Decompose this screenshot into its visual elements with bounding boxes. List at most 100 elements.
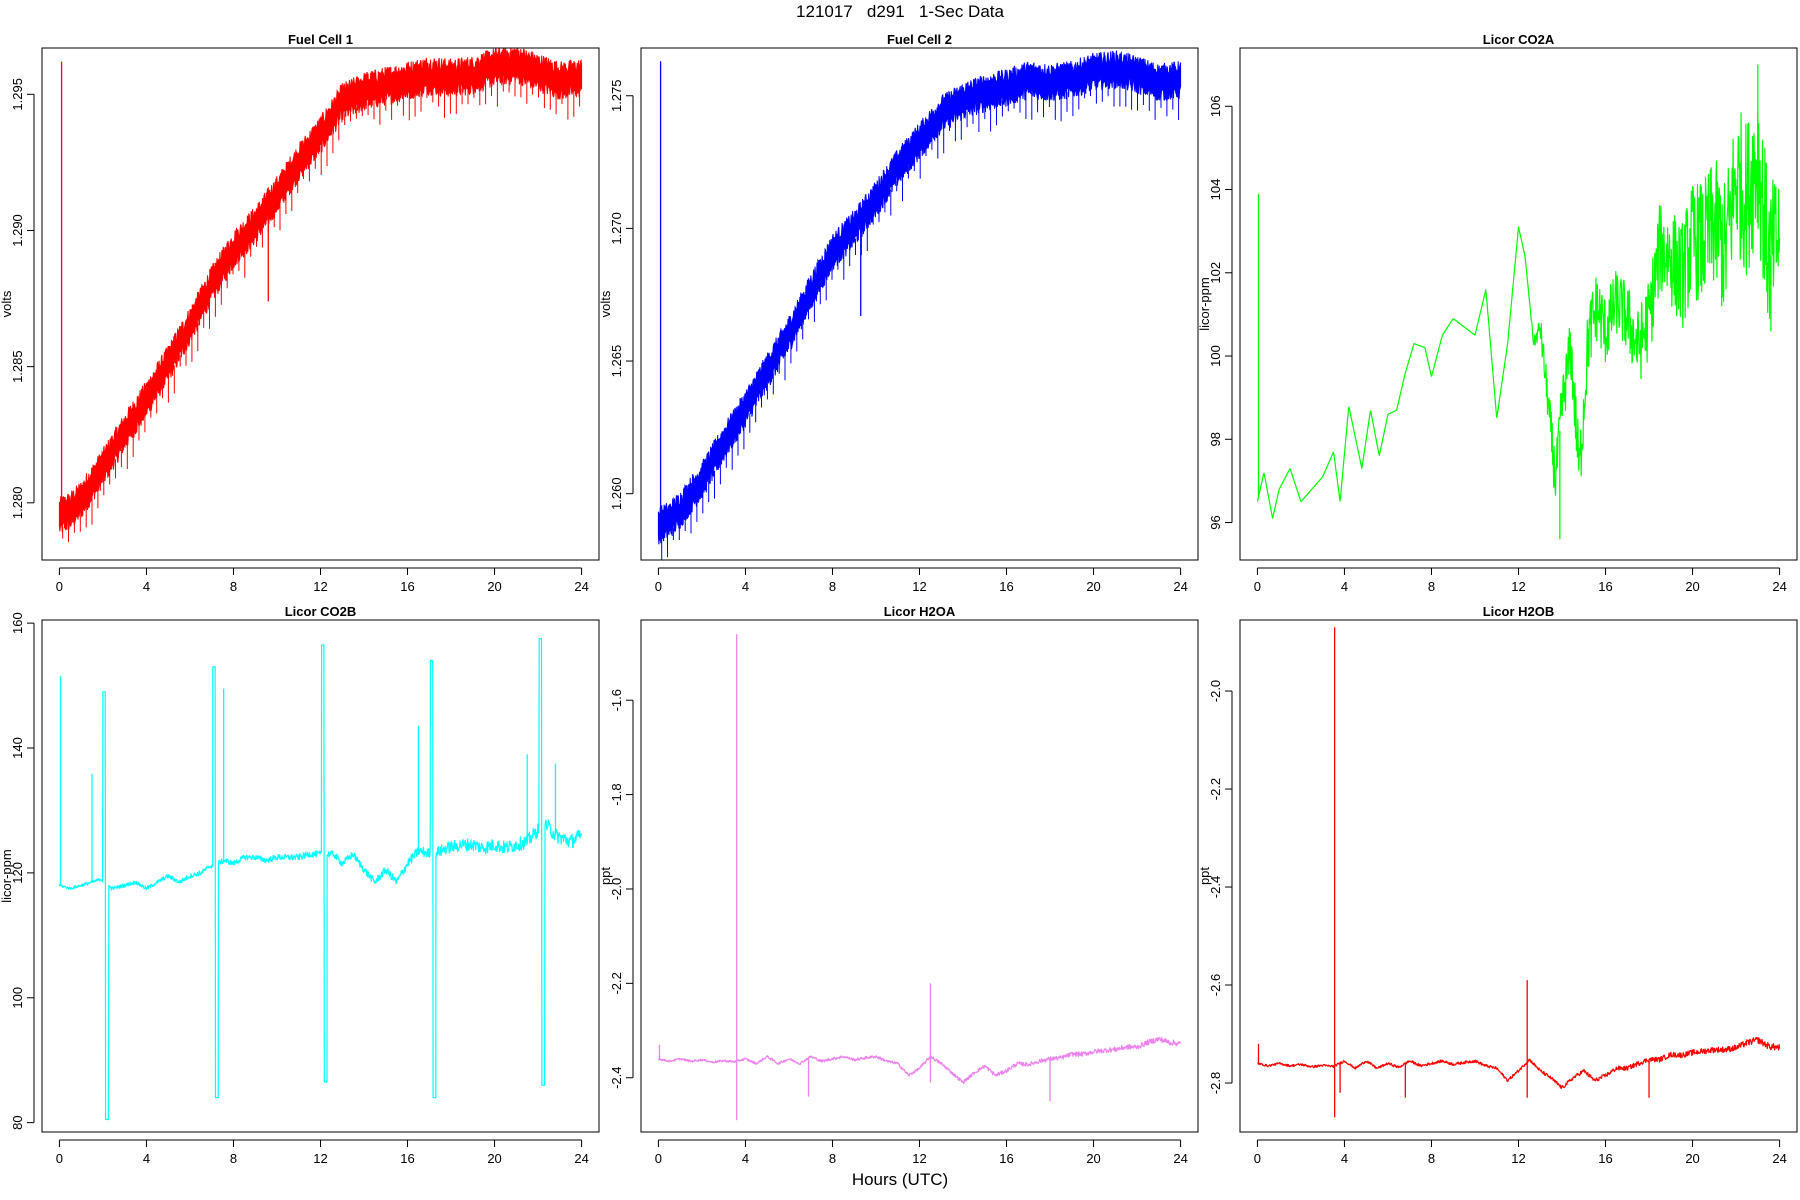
y-tick-label: -2.8 — [1208, 1072, 1223, 1094]
plot-frame — [41, 619, 600, 1133]
x-tick-label: 0 — [56, 1151, 63, 1166]
x-axis: 0 4 8 12 16 20 24 — [655, 1139, 1188, 1166]
y-axis-label: licor-ppm — [0, 849, 14, 902]
x-tick-label: 4 — [1341, 579, 1348, 594]
panel-title: Fuel Cell 1 — [288, 32, 353, 47]
x-tick-label: 20 — [1086, 579, 1100, 594]
x-tick-label: 20 — [487, 579, 501, 594]
x-tick-label: 8 — [1428, 1151, 1435, 1166]
panel-3: 0 4 8 12 16 20 24 96 98 100 102 104 106 Licor CO2A lic… — [1197, 32, 1798, 594]
plot-frame — [640, 619, 1199, 1133]
x-tick-label: 8 — [230, 1151, 237, 1166]
x-axis: 0 4 8 12 16 20 24 — [56, 567, 589, 594]
series-dips — [661, 81, 1180, 560]
y-tick-label: -2.0 — [609, 878, 624, 900]
x-tick-label: 20 — [1086, 1151, 1100, 1166]
y-tick-label: 1.270 — [609, 212, 624, 245]
series-line — [1256, 110, 1781, 519]
x-tick-label: 12 — [313, 1151, 327, 1166]
series-line — [58, 638, 583, 1121]
y-axis: 1.280 1.285 1.290 1.295 — [10, 78, 35, 520]
plot-area — [657, 50, 1182, 560]
x-tick-label: 12 — [1511, 579, 1525, 594]
x-tick-label: 16 — [400, 579, 414, 594]
y-tick-label: -2.4 — [1208, 876, 1223, 898]
x-tick-label: 20 — [1685, 579, 1699, 594]
x-axis: 0 4 8 12 16 20 24 — [1254, 1139, 1787, 1166]
y-axis: -2.8 -2.6 -2.4 -2.2 -2.0 — [1208, 680, 1233, 1094]
y-tick-label: 104 — [1208, 179, 1223, 201]
y-axis-label: volts — [598, 290, 613, 317]
y-tick-label: 106 — [1208, 95, 1223, 117]
y-tick-label: -2.2 — [609, 972, 624, 994]
y-tick-label: 1.275 — [609, 79, 624, 112]
x-tick-label: 4 — [143, 1151, 150, 1166]
y-tick-label: 100 — [10, 987, 25, 1009]
y-tick-label: 98 — [1208, 432, 1223, 446]
plot-frame — [640, 47, 1199, 561]
x-tick-label: 0 — [655, 1151, 662, 1166]
x-axis: 0 4 8 12 16 20 24 — [1254, 567, 1787, 594]
y-tick-label: 100 — [1208, 345, 1223, 367]
y-tick-label: 1.280 — [10, 487, 25, 520]
x-tick-label: 4 — [143, 579, 150, 594]
y-tick-label: -1.8 — [609, 783, 624, 805]
panel-5: 0 4 8 12 16 20 24 -2.4 -2.2 -2.0 -1.8 -1.6 Licor H2O… — [598, 604, 1199, 1166]
x-tick-label: 0 — [655, 579, 662, 594]
series-band — [657, 50, 1182, 545]
y-tick-label: 1.295 — [10, 78, 25, 111]
plot-area — [657, 634, 1182, 1121]
x-axis: 0 4 8 12 16 20 24 — [655, 567, 1188, 594]
x-tick-label: 16 — [400, 1151, 414, 1166]
y-axis-label: ppt — [598, 867, 613, 885]
panel-2: 0 4 8 12 16 20 24 1.260 1.265 1.270 1.275 Fuel Cell… — [598, 32, 1199, 594]
y-axis: 96 98 100 102 104 106 — [1208, 95, 1233, 530]
x-tick-label: 16 — [1598, 579, 1612, 594]
y-tick-label: 1.290 — [10, 214, 25, 247]
panel-title: Licor H2OA — [884, 604, 956, 619]
x-tick-label: 0 — [1254, 1151, 1261, 1166]
x-tick-label: 24 — [1173, 579, 1187, 594]
x-tick-label: 12 — [313, 579, 327, 594]
shared-x-axis-label: Hours (UTC) — [851, 1170, 949, 1189]
plot-area — [1257, 627, 1781, 1118]
y-tick-label: 160 — [10, 612, 25, 634]
y-axis: 80 100 120 140 160 — [10, 612, 35, 1130]
x-tick-label: 12 — [1511, 1151, 1525, 1166]
y-tick-label: 102 — [1208, 262, 1223, 284]
x-tick-label: 4 — [742, 1151, 749, 1166]
x-tick-label: 20 — [1685, 1151, 1699, 1166]
x-tick-label: 8 — [230, 579, 237, 594]
panel-title: Licor H2OB — [1483, 604, 1555, 619]
y-tick-label: -2.2 — [1208, 778, 1223, 800]
y-tick-label: 80 — [10, 1115, 25, 1129]
x-tick-label: 0 — [1254, 579, 1261, 594]
series-dips — [62, 76, 581, 542]
plot-area — [1256, 64, 1781, 540]
plot-frame — [41, 47, 600, 561]
x-tick-label: 24 — [1772, 1151, 1786, 1166]
panel-title: Fuel Cell 2 — [887, 32, 952, 47]
panel-title: Licor CO2B — [285, 604, 357, 619]
y-axis-label: ppt — [1197, 867, 1212, 885]
x-tick-label: 16 — [999, 579, 1013, 594]
panel-4: 0 4 8 12 16 20 24 80 100 120 140 160 Licor CO2B licor… — [0, 604, 600, 1166]
x-tick-label: 16 — [1598, 1151, 1612, 1166]
y-tick-label: -2.0 — [1208, 680, 1223, 702]
y-tick-label: 120 — [10, 862, 25, 884]
plot-frame — [1239, 47, 1798, 561]
x-tick-label: 20 — [487, 1151, 501, 1166]
series-line — [1257, 1036, 1781, 1089]
y-tick-label: -1.6 — [609, 689, 624, 711]
x-tick-label: 12 — [912, 579, 926, 594]
x-tick-label: 16 — [999, 1151, 1013, 1166]
y-axis-label: licor-ppm — [1197, 277, 1212, 330]
x-tick-label: 12 — [912, 1151, 926, 1166]
x-tick-label: 24 — [1173, 1151, 1187, 1166]
y-tick-label: -2.4 — [609, 1067, 624, 1089]
x-tick-label: 24 — [574, 579, 588, 594]
figure-title: 121017 d291 1-Sec Data — [796, 2, 1004, 21]
y-axis: -2.4 -2.2 -2.0 -1.8 -1.6 — [609, 689, 634, 1089]
x-tick-label: 4 — [1341, 1151, 1348, 1166]
